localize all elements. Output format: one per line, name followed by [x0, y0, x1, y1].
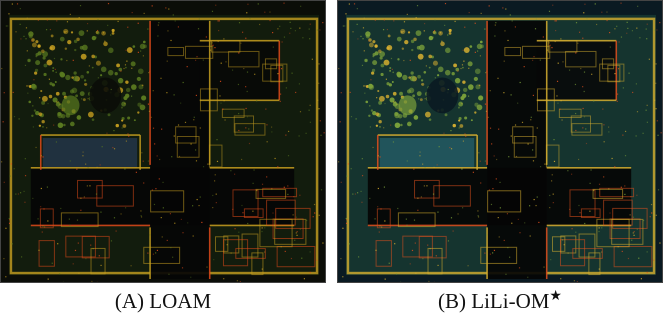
- caption-b-name: LiLi-OM: [471, 289, 550, 313]
- tree-shadow: [426, 77, 459, 114]
- building-footprint: [30, 20, 295, 280]
- point-cloud-image-lili-om: [337, 0, 663, 283]
- caption-b: (B) LiLi-OM★: [337, 286, 663, 316]
- lidar-points: [338, 2, 662, 282]
- point-cloud-map-b: [338, 1, 662, 282]
- building-edges: [367, 20, 632, 280]
- room-partitions: [38, 40, 316, 276]
- shrub: [61, 95, 80, 116]
- caption-b-prefix: (B): [438, 289, 467, 313]
- point-cloud-map-a: [1, 1, 325, 282]
- vegetation-area: [27, 28, 147, 129]
- shrub: [398, 95, 417, 116]
- caption-a-name: LOAM: [149, 289, 212, 313]
- caption-a-prefix: (A): [114, 289, 145, 313]
- water-area: [42, 138, 138, 170]
- lidar-points: [1, 2, 325, 282]
- tree-shadow: [89, 77, 122, 114]
- caption-a: (A) LOAM: [0, 286, 326, 316]
- building-footprint: [367, 20, 632, 280]
- water-area: [379, 138, 475, 170]
- point-cloud-image-loam: [0, 0, 326, 283]
- room-partitions: [375, 40, 653, 276]
- caption-b-mark: ★: [549, 289, 562, 304]
